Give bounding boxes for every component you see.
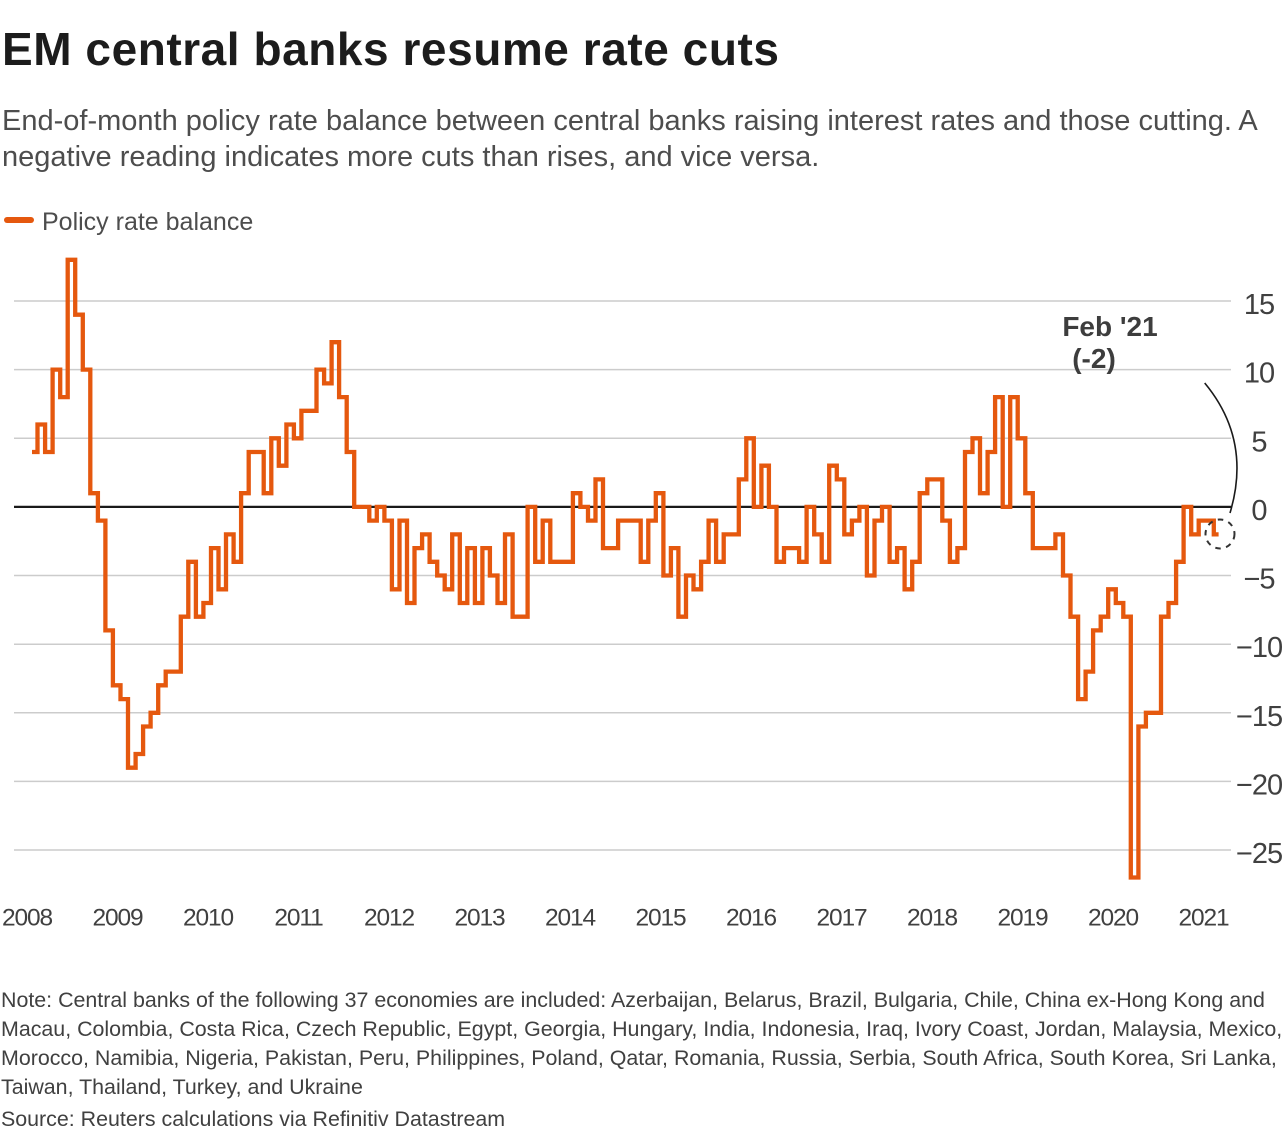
svg-text:−25: −25: [1236, 838, 1282, 870]
svg-text:−20: −20: [1236, 769, 1282, 801]
svg-text:(-2): (-2): [1072, 343, 1116, 374]
svg-text:−10: −10: [1236, 632, 1282, 664]
svg-text:Feb '21: Feb '21: [1062, 311, 1157, 342]
svg-text:2016: 2016: [726, 905, 777, 932]
svg-text:2014: 2014: [545, 905, 596, 932]
svg-text:2008: 2008: [2, 905, 53, 932]
svg-text:2013: 2013: [454, 905, 505, 932]
svg-text:2015: 2015: [635, 905, 686, 932]
svg-text:10: 10: [1244, 358, 1274, 390]
svg-text:5: 5: [1251, 426, 1266, 458]
svg-text:2021: 2021: [1178, 905, 1229, 932]
svg-text:2018: 2018: [907, 905, 958, 932]
svg-text:−5: −5: [1243, 564, 1274, 596]
svg-text:−15: −15: [1236, 701, 1282, 733]
svg-text:2012: 2012: [364, 905, 415, 932]
svg-text:2017: 2017: [816, 905, 867, 932]
svg-text:2020: 2020: [1088, 905, 1139, 932]
svg-text:15: 15: [1244, 289, 1274, 321]
svg-text:2019: 2019: [997, 905, 1048, 932]
svg-text:2011: 2011: [274, 905, 323, 932]
svg-text:2009: 2009: [92, 905, 143, 932]
svg-text:2010: 2010: [183, 905, 234, 932]
svg-text:0: 0: [1251, 495, 1266, 527]
